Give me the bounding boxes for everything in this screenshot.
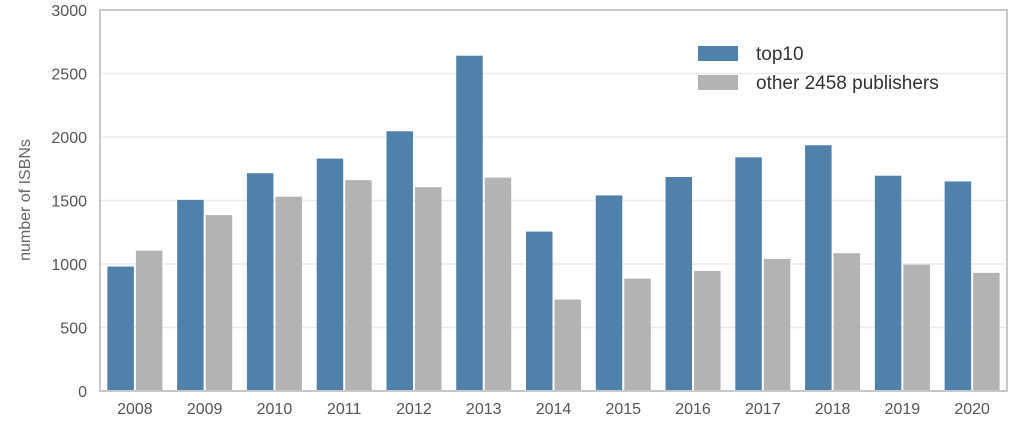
x-tick-label: 2012 [396,401,432,418]
bar-top10 [874,175,902,391]
y-tick-label: 1000 [51,257,87,274]
x-tick-label: 2018 [815,401,851,418]
y-tick-label: 1500 [51,194,87,211]
bar-top10 [526,231,553,391]
x-tick-label: 2013 [466,401,502,418]
x-tick-label: 2017 [745,401,781,418]
legend-swatch [698,46,738,61]
bar-other-publishers [973,272,1000,391]
y-axis-title: number of ISBNs [17,139,34,261]
y-tick-label: 500 [60,321,87,338]
bar-top10 [735,157,762,391]
bar-other-publishers [833,253,861,391]
x-tick-label: 2008 [117,401,153,418]
legend: top10 other 2458 publishers [698,44,939,94]
bar-top10 [665,177,693,391]
bar-other-publishers [763,258,791,391]
bar-top10 [386,131,413,391]
bar-top10 [456,55,483,391]
y-axis-ticks: 0 500 1000 1500 2000 2500 3000 [51,3,87,401]
bar-top10 [944,181,972,391]
bar-top10 [246,173,274,391]
bar-other-publishers [275,196,302,391]
legend-swatch [698,75,738,90]
x-tick-label: 2014 [536,401,572,418]
y-tick-label: 2500 [51,67,87,84]
bar-other-publishers [135,250,163,391]
plot-frame [99,9,1008,392]
bar-top10 [177,199,204,391]
bar-other-publishers [414,187,442,391]
bar-top10 [805,145,832,391]
y-tick-label: 0 [78,384,87,401]
legend-label: top10 [756,44,804,65]
bars [107,55,1000,391]
x-axis-ticks: 2008 2009 2010 2011 2012 2013 2014 2015 2016 2017… [117,401,990,418]
y-tick-label: 2000 [51,130,87,147]
bar-other-publishers [205,215,233,391]
x-tick-label: 2016 [675,401,711,418]
x-tick-label: 2020 [954,401,990,418]
bar-top10 [107,266,134,391]
bar-other-publishers [903,264,930,391]
bar-other-publishers [484,177,512,391]
gridlines [100,72,1007,329]
legend-label: other 2458 publishers [756,73,939,94]
x-tick-label: 2019 [885,401,921,418]
x-tick-label: 2010 [257,401,293,418]
bar-other-publishers [554,299,581,391]
bar-other-publishers [694,270,721,391]
x-tick-label: 2009 [187,401,223,418]
bar-top10 [316,158,344,391]
y-tick-label: 3000 [51,3,87,20]
bar-other-publishers [624,278,651,391]
bar-top10 [595,195,623,391]
x-tick-label: 2015 [605,401,641,418]
bar-other-publishers [345,180,372,391]
x-tick-label: 2011 [327,401,362,418]
